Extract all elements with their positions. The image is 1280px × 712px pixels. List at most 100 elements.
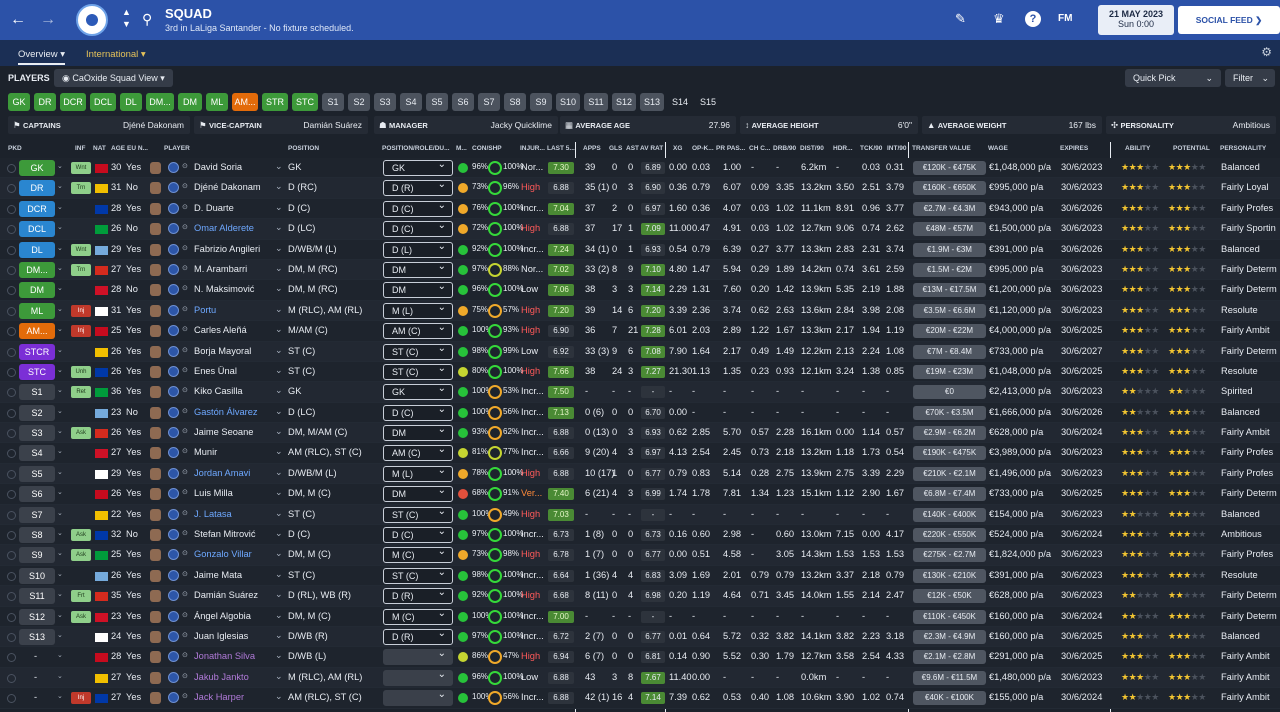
- chevron-down-icon[interactable]: ⌄: [275, 446, 283, 457]
- picked-position-empty[interactable]: -: [34, 671, 38, 682]
- picked-position-badge[interactable]: GK: [19, 160, 55, 176]
- position-role-dropdown[interactable]: GK: [383, 382, 453, 401]
- transfer-value[interactable]: €110K - €450K: [913, 609, 986, 624]
- chevron-down-icon[interactable]: ⌄: [275, 466, 283, 477]
- player-name[interactable]: Jack Harper: [194, 692, 245, 703]
- player-name[interactable]: Ángel Algobia: [194, 610, 251, 621]
- transfer-value[interactable]: €20M - €22M: [913, 324, 986, 339]
- pick-toggle[interactable]: [7, 265, 16, 275]
- chevron-down-icon[interactable]: ⌄: [275, 691, 283, 702]
- nationality-flag-icon[interactable]: [95, 184, 108, 194]
- filter-button-s6[interactable]: S6: [452, 93, 474, 111]
- nationality-flag-icon[interactable]: [95, 347, 108, 357]
- player-name[interactable]: D. Duarte: [194, 202, 234, 213]
- nationality-flag-icon[interactable]: [95, 327, 108, 337]
- nationality-flag-icon[interactable]: [95, 204, 108, 214]
- club-crest-icon[interactable]: [76, 4, 108, 36]
- position-role-dropdown[interactable]: D (C): [383, 525, 453, 544]
- player-name[interactable]: Luis Milla: [194, 488, 233, 499]
- position-role-dropdown[interactable]: DM: [383, 484, 453, 503]
- column-header[interactable]: POSITION: [288, 145, 320, 152]
- chevron-down-icon[interactable]: ⌄: [57, 672, 63, 680]
- chevron-down-icon[interactable]: ⌄: [275, 283, 283, 294]
- picked-position-badge[interactable]: ML: [19, 302, 55, 319]
- transfer-value[interactable]: €7M - €8.4M: [913, 344, 986, 359]
- chevron-down-icon[interactable]: ⌄: [57, 285, 63, 293]
- chevron-down-icon[interactable]: ⌄: [57, 652, 63, 660]
- pick-toggle[interactable]: [7, 551, 16, 561]
- transfer-value[interactable]: €210K - €2.1M: [913, 466, 986, 481]
- transfer-value[interactable]: €160K - €650K: [913, 181, 986, 196]
- table-row[interactable]: - ⌄ Inj 27 Yes ⊙ Jack Harper ⌄ AM (RLC), ST (C) 1…: [0, 688, 1280, 709]
- chevron-down-icon[interactable]: ⌄: [57, 387, 63, 395]
- chevron-down-icon[interactable]: ⌄: [275, 670, 283, 681]
- picked-position-badge[interactable]: S13: [19, 628, 55, 645]
- table-row[interactable]: AM... ⌄ Inj 25 Yes ⊙ Carles Aleñá ⌄ M/AM (C) AM (…: [0, 321, 1280, 342]
- nationality-flag-icon[interactable]: [95, 164, 108, 173]
- table-row[interactable]: DL ⌄ Wnt 29 Yes ⊙ Fabrizio Angileri ⌄ D/WB/M (L)…: [0, 239, 1280, 260]
- nationality-flag-icon[interactable]: [95, 245, 108, 255]
- position-role-dropdown[interactable]: ST (C): [383, 362, 453, 380]
- nationality-flag-icon[interactable]: [95, 510, 108, 520]
- filter-button-s14[interactable]: S14: [671, 97, 688, 107]
- chevron-down-icon[interactable]: ⌄: [275, 589, 283, 600]
- player-name[interactable]: Damián Suárez: [194, 590, 259, 601]
- position-role-dropdown[interactable]: [383, 668, 453, 686]
- position-role-dropdown[interactable]: [383, 688, 453, 707]
- filter-button-s12[interactable]: S12: [612, 93, 636, 111]
- pick-toggle[interactable]: [7, 327, 16, 337]
- picked-position-badge[interactable]: S10: [19, 567, 55, 584]
- nationality-flag-icon[interactable]: [95, 551, 108, 561]
- transfer-value[interactable]: €1.5M - €2M: [913, 262, 986, 277]
- picked-position-badge[interactable]: DM...: [19, 261, 55, 278]
- transfer-value[interactable]: €130K - €210K: [913, 568, 986, 583]
- column-header[interactable]: INJUR...: [520, 145, 545, 152]
- column-header[interactable]: POTENTIAL: [1173, 145, 1210, 152]
- pick-toggle[interactable]: [7, 653, 16, 663]
- column-header[interactable]: ABILITY: [1125, 145, 1151, 152]
- filter-button-s13[interactable]: S13: [640, 93, 664, 111]
- pick-toggle[interactable]: [7, 388, 16, 398]
- player-name[interactable]: Munir: [194, 447, 218, 458]
- player-name[interactable]: Jakub Jankto: [194, 671, 249, 682]
- picked-position-badge[interactable]: S2: [19, 404, 55, 421]
- transfer-value[interactable]: €0: [913, 385, 986, 400]
- position-role-dropdown[interactable]: GK: [383, 158, 453, 176]
- column-header[interactable]: POSITION/ROLE/DU...: [382, 145, 450, 152]
- chevron-down-icon[interactable]: ⌄: [57, 530, 63, 538]
- transfer-value[interactable]: €140K - €400K: [913, 507, 986, 522]
- filter-button-str[interactable]: STR: [262, 93, 288, 111]
- position-role-dropdown[interactable]: DM: [383, 423, 453, 442]
- player-name[interactable]: M. Arambarri: [194, 263, 248, 274]
- pick-toggle[interactable]: [7, 632, 16, 642]
- chevron-down-icon[interactable]: ⌄: [275, 487, 283, 498]
- chevron-down-icon[interactable]: ⌄: [275, 650, 283, 661]
- pick-toggle[interactable]: [7, 469, 16, 479]
- transfer-value[interactable]: €48M - €57M: [913, 222, 986, 237]
- column-header[interactable]: AV RAT: [640, 145, 664, 152]
- position-role-dropdown[interactable]: D (C): [383, 199, 453, 217]
- info-badge[interactable]: Trn: [71, 182, 91, 195]
- filter-button-am[interactable]: AM...: [232, 93, 258, 111]
- column-header[interactable]: CH C...: [749, 145, 771, 152]
- player-name[interactable]: Fabrizio Angileri: [194, 243, 261, 254]
- filter-button-s9[interactable]: S9: [530, 93, 552, 111]
- filter-button-dcr[interactable]: DCR: [60, 93, 86, 111]
- column-header[interactable]: DIST/90: [800, 145, 824, 152]
- filter-button-s8[interactable]: S8: [504, 93, 526, 111]
- filter-button-stc[interactable]: STC: [292, 93, 318, 111]
- column-header[interactable]: PKD: [8, 145, 22, 152]
- chevron-down-icon[interactable]: ⌄: [275, 629, 283, 640]
- player-name[interactable]: J. Latasa: [194, 508, 232, 519]
- position-role-dropdown[interactable]: M (L): [383, 301, 453, 319]
- nationality-flag-icon[interactable]: [95, 429, 108, 439]
- transfer-value[interactable]: €1.9M - €3M: [913, 242, 986, 257]
